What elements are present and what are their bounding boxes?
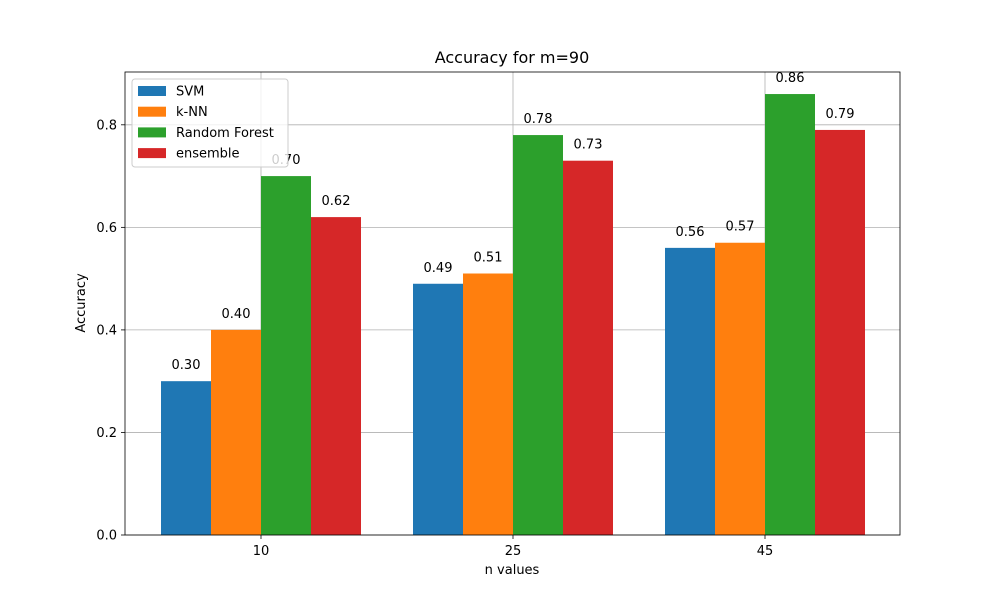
data-label: 0.86 xyxy=(776,71,805,86)
data-label: 0.30 xyxy=(172,358,201,373)
legend-label: k-NN xyxy=(176,105,208,120)
legend-label: Random Forest xyxy=(176,126,274,141)
y-tick-label: 0.2 xyxy=(96,426,117,441)
data-label: 0.40 xyxy=(222,307,251,322)
y-tick-label: 0.8 xyxy=(96,118,117,133)
bar-ensemble xyxy=(815,129,865,535)
bar-svm xyxy=(413,283,463,535)
chart-title: Accuracy for m=90 xyxy=(435,48,590,67)
bar-ensemble xyxy=(563,160,613,535)
legend-swatch xyxy=(138,106,166,117)
bar-random-forest xyxy=(513,135,563,535)
legend-swatch xyxy=(138,127,166,138)
y-tick-label: 0.4 xyxy=(96,323,117,338)
x-tick-label: 25 xyxy=(505,544,522,559)
bar-random-forest xyxy=(261,176,311,535)
data-label: 0.51 xyxy=(474,251,503,266)
legend-label: SVM xyxy=(176,85,204,100)
bars-layer xyxy=(161,94,865,536)
x-tick-label: 45 xyxy=(757,544,774,559)
y-tick-label: 0.6 xyxy=(96,221,117,236)
data-label: 0.73 xyxy=(574,138,603,153)
x-tick-label: 10 xyxy=(253,544,270,559)
plot-frame xyxy=(124,71,901,536)
bar-svm xyxy=(665,247,715,535)
data-label: 0.49 xyxy=(424,261,453,276)
legend-swatch xyxy=(138,86,166,96)
x-axis-label: n values xyxy=(485,563,540,578)
bar-k-nn xyxy=(211,329,261,535)
bar-k-nn xyxy=(715,242,765,536)
data-label: 0.79 xyxy=(826,107,855,122)
bar-k-nn xyxy=(463,273,513,535)
bar-svm xyxy=(161,381,211,535)
legend-box xyxy=(131,78,289,168)
legend-label: ensemble xyxy=(176,147,240,162)
data-label: 0.62 xyxy=(322,194,351,209)
data-label: 0.56 xyxy=(676,225,705,240)
legend: SVM k-NN Random Forest ensemble xyxy=(131,78,289,168)
bar-ensemble xyxy=(311,217,361,535)
bar-random-forest xyxy=(765,94,815,536)
legend-swatch xyxy=(138,148,166,159)
ticks-layer: 0.0 0.2 0.4 0.6 0.8 10 25 45 xyxy=(96,118,773,559)
data-label: 0.78 xyxy=(524,112,553,127)
y-tick-label: 0.0 xyxy=(96,529,117,544)
y-axis-label: Accuracy xyxy=(74,273,89,333)
data-label: 0.57 xyxy=(726,220,755,235)
